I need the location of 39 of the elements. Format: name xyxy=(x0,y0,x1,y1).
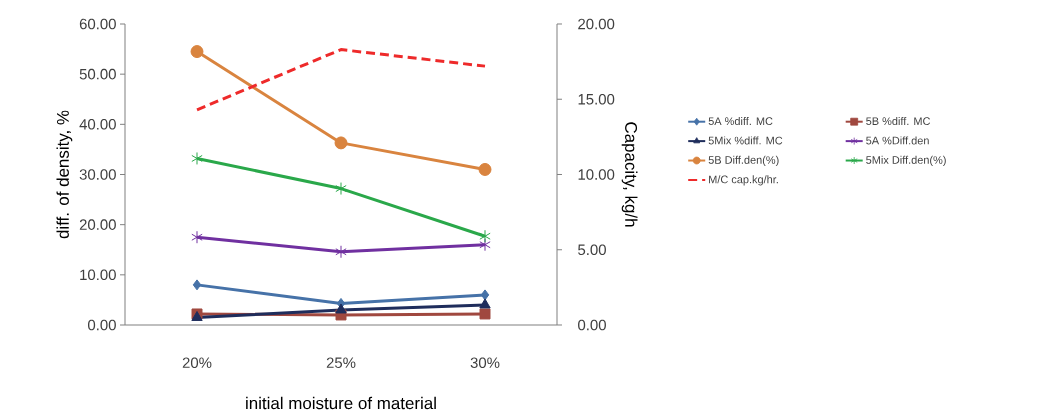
point xyxy=(479,229,491,243)
point xyxy=(335,245,347,259)
x-tick-label: 30% xyxy=(470,357,500,368)
y-tick-label: 60.00 xyxy=(79,18,116,30)
y2-tick-label: 0.00 xyxy=(578,319,606,331)
point xyxy=(479,298,491,309)
legend-label: 5B %diff. MC xyxy=(866,116,931,126)
y2-tick-label: 5.00 xyxy=(578,244,606,256)
y2-tick-label: 20.00 xyxy=(578,18,615,30)
y2-axis-title: Capacity, kg/h xyxy=(621,122,638,227)
x-tick-label: 25% xyxy=(326,357,356,368)
x-axis-title: initial moisture of material xyxy=(246,396,436,410)
point xyxy=(192,279,202,291)
legend-label: 5Mix %diff. MC xyxy=(708,136,783,145)
y-tick-label: 10.00 xyxy=(80,269,116,281)
y-tick-label: 40.00 xyxy=(79,119,116,130)
point xyxy=(191,151,203,165)
y-tick-label: 30.00 xyxy=(79,169,116,180)
point xyxy=(480,289,490,301)
y-axis-title: diff. of density, % xyxy=(56,110,73,239)
point xyxy=(478,163,492,176)
legend-label: 5A %diff. MC xyxy=(708,116,773,126)
point xyxy=(190,45,204,59)
legend-label: 5Mix Diff.den(%) xyxy=(866,155,946,167)
y-tick-label: 0.00 xyxy=(88,319,116,331)
x-tick-label: 20% xyxy=(182,357,212,368)
y-tick-label: 20.00 xyxy=(79,219,116,230)
point xyxy=(479,238,491,252)
y-tick-label: 50.00 xyxy=(79,68,116,80)
legend-label: M/C cap.kg/hr. xyxy=(709,175,778,186)
y2-tick-label: 10.00 xyxy=(578,169,615,180)
legend-label: 5A %Diff.den xyxy=(866,136,929,145)
point xyxy=(335,303,347,314)
point xyxy=(334,136,348,150)
point xyxy=(479,308,491,320)
legend-label: 5B Diff.den(%) xyxy=(708,155,779,167)
point xyxy=(191,230,203,244)
point xyxy=(335,182,347,196)
y2-tick-label: 15.00 xyxy=(578,93,615,105)
